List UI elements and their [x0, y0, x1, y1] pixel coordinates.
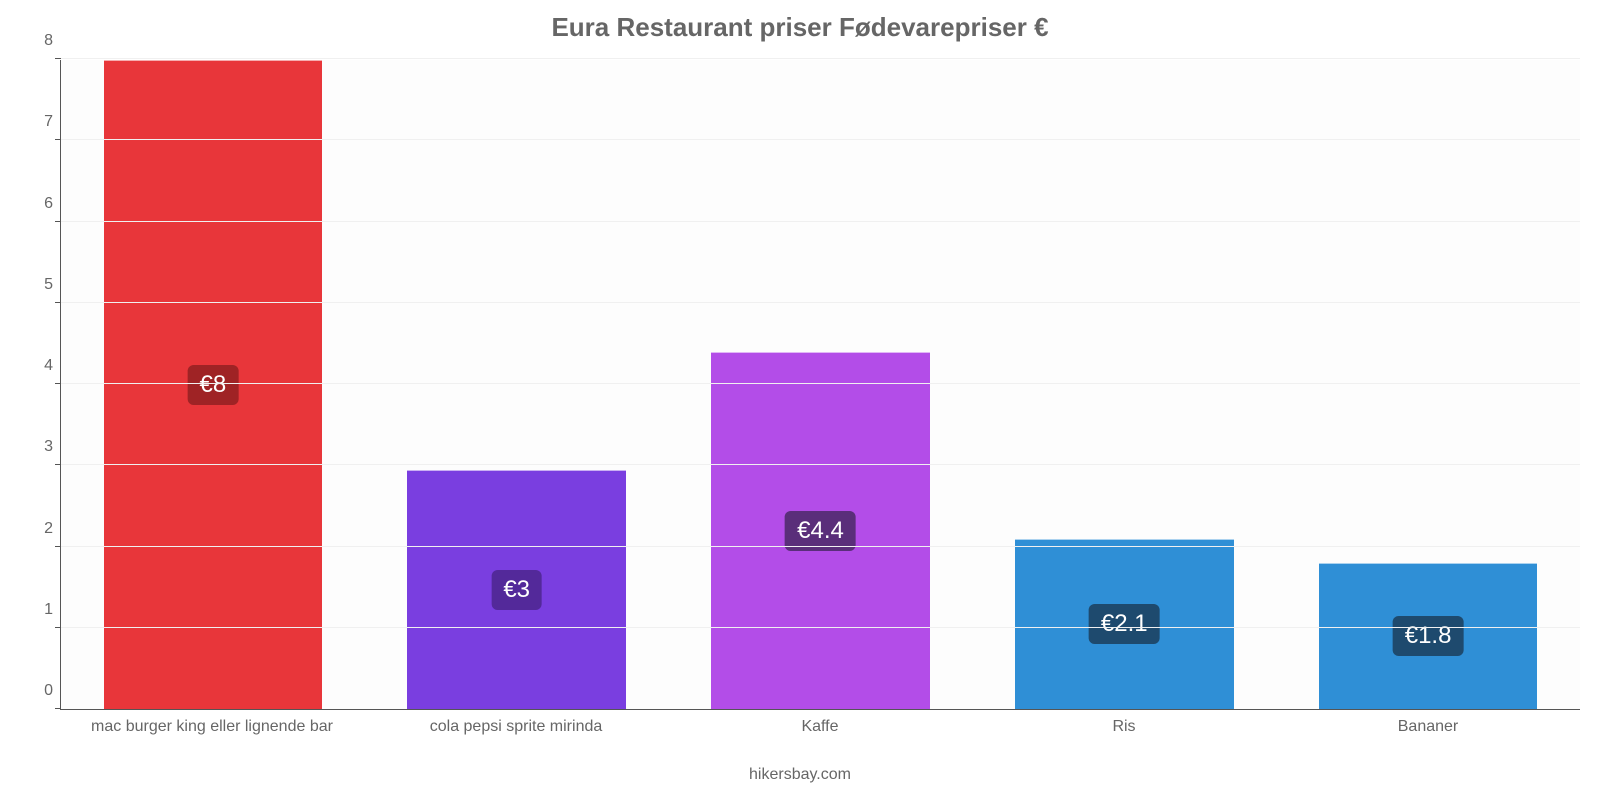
- x-axis-label: Ris: [972, 712, 1276, 736]
- gridline: [61, 383, 1580, 384]
- bar: €3: [407, 470, 626, 709]
- bar: €4.4: [711, 352, 930, 709]
- value-badge: €3: [491, 570, 542, 610]
- y-tick-mark: [55, 546, 61, 547]
- y-tick-mark: [55, 383, 61, 384]
- y-tick-label: 1: [44, 601, 61, 619]
- y-tick-label: 2: [44, 520, 61, 538]
- x-axis-label: cola pepsi sprite mirinda: [364, 712, 668, 736]
- y-tick-mark: [55, 464, 61, 465]
- y-tick-mark: [55, 627, 61, 628]
- y-tick-label: 8: [44, 32, 61, 50]
- y-tick-label: 6: [44, 195, 61, 213]
- attribution-text: hikersbay.com: [0, 766, 1600, 784]
- gridline: [61, 546, 1580, 547]
- bar-slot: €1.8: [1276, 60, 1580, 709]
- plot-area: €8€3€4.4€2.1€1.8 012345678: [60, 60, 1580, 710]
- y-tick-mark: [55, 139, 61, 140]
- x-axis-label: Kaffe: [668, 712, 972, 736]
- y-tick-label: 3: [44, 438, 61, 456]
- bar-slot: €4.4: [669, 60, 973, 709]
- y-tick-mark: [55, 221, 61, 222]
- x-axis-label: Bananer: [1276, 712, 1580, 736]
- y-tick-mark: [55, 708, 61, 709]
- gridline: [61, 302, 1580, 303]
- x-axis-label: mac burger king eller lignende bar: [60, 712, 364, 736]
- bar: €1.8: [1319, 563, 1538, 709]
- gridline: [61, 627, 1580, 628]
- chart-title: Eura Restaurant priser Fødevarepriser €: [0, 12, 1600, 43]
- bar-slot: €8: [61, 60, 365, 709]
- value-badge: €2.1: [1089, 604, 1160, 644]
- bar-slot: €3: [365, 60, 669, 709]
- value-badge: €1.8: [1393, 616, 1464, 656]
- y-tick-mark: [55, 58, 61, 59]
- price-bar-chart: Eura Restaurant priser Fødevarepriser € …: [0, 0, 1600, 800]
- y-tick-label: 4: [44, 357, 61, 375]
- gridline: [61, 221, 1580, 222]
- y-tick-label: 7: [44, 113, 61, 131]
- gridline: [61, 464, 1580, 465]
- y-tick-mark: [55, 302, 61, 303]
- y-tick-label: 5: [44, 276, 61, 294]
- gridline: [61, 58, 1580, 59]
- value-badge: €8: [188, 365, 239, 405]
- bar: €8: [104, 60, 323, 709]
- bars-row: €8 €3 €4.4 €2.1 €1.8: [61, 60, 1580, 709]
- bar-slot: €2.1: [972, 60, 1276, 709]
- bar: €2.1: [1015, 539, 1234, 709]
- gridline: [61, 139, 1580, 140]
- x-axis-labels: mac burger king eller lignende barcola p…: [60, 712, 1580, 736]
- y-tick-label: 0: [44, 682, 61, 700]
